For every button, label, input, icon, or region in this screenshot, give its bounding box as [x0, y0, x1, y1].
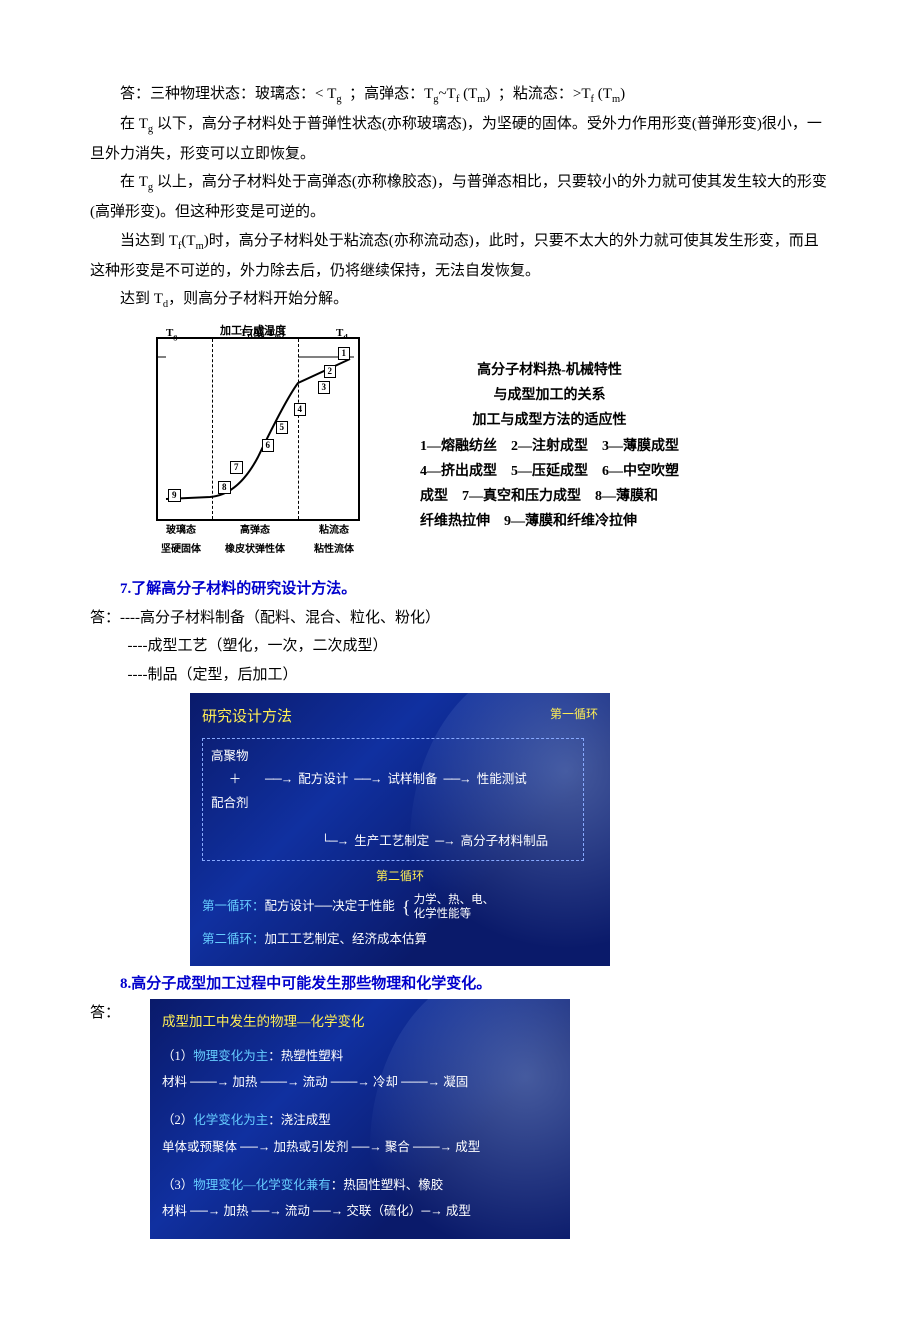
arrow-icon: ──→	[265, 768, 292, 792]
box2-sec1-flow: 材料 ───→ 加热 ───→ 流动 ───→ 冷却 ───→ 凝固	[162, 1071, 558, 1095]
box1-summary-2: 第二循环：加工工艺制定、经济成本估算	[202, 928, 598, 952]
box1-title: 研究设计方法	[202, 703, 292, 732]
box2-sec3-flow: 材料 ──→ 加热 ──→ 流动 ──→ 交联（硫化）─→ 成型	[162, 1200, 558, 1224]
bottom-glass: 玻璃态	[150, 521, 212, 540]
answer-7-line3: ----制品（定型，后加工）	[128, 661, 831, 690]
bottom-solid: 坚硬固体	[150, 540, 212, 559]
box1-col1a: 高聚物	[211, 745, 259, 769]
answer-8-label: 答：	[90, 999, 150, 1028]
arrow-icon: └─→	[321, 830, 348, 854]
box1-summary-1: 第一循环：配方设计──决定于性能 { 力学、热、电、 化学性能等	[202, 890, 598, 924]
arrow-icon: ─→	[435, 830, 454, 854]
box1-product: 高分子材料制品	[461, 830, 549, 854]
para-at-tf: 当达到 Tf(Tm)时，高分子材料处于粘流态(亦称流动态)，此时，只要不太大的外…	[90, 227, 830, 285]
box1-loop2-label: 第二循环	[202, 865, 598, 888]
legend-title-1: 高分子材料热-机械特性	[420, 358, 679, 383]
arrow-icon: ──→	[354, 768, 381, 792]
legend-title-2: 与成型加工的关系	[420, 383, 679, 408]
mark-1: 1	[338, 347, 351, 360]
box1-flow-frame: 高聚物 ＋ 配合剂 ──→ 配方设计 ──→ 试样制备 ──→ 性能测试 └─→…	[202, 738, 584, 861]
mark-6: 6	[262, 439, 275, 452]
mark-5: 5	[276, 421, 289, 434]
box2-sec2-head: （2）化学变化为主：浇注成型	[162, 1109, 558, 1133]
legend-line-4: 纤维热拉伸 9—薄膜和纤维冷拉伸	[420, 509, 679, 534]
heading-8: 8.高分子成型加工过程中可能发生那些物理和化学变化。	[90, 970, 830, 999]
mark-7: 7	[230, 461, 243, 474]
mark-3: 3	[318, 381, 331, 394]
box1-loop1-label: 第一循环	[550, 703, 598, 736]
arrow-icon: ──→	[443, 768, 470, 792]
diagram-legend: 高分子材料热-机械特性 与成型加工的关系 加工与成型方法的适应性 1—熔融纺丝 …	[420, 358, 679, 534]
heading-7: 7.了解高分子材料的研究设计方法。	[90, 575, 830, 604]
box1-col1c: 配合剂	[211, 792, 259, 816]
para-below-tg: 在 Tg 以下，高分子材料处于普弹性状态(亦称玻璃态)，为坚硬的固体。受外力作用…	[90, 110, 830, 168]
state-diagram-row: 加工与成温度 Tg Tf(或 Tm) Td 1 2 3 4 5 6 7 8 9 …	[150, 321, 830, 571]
legend-line-1: 1—熔融纺丝 2—注射成型 3—薄膜成型	[420, 434, 679, 459]
box1-process: 生产工艺制定	[354, 830, 429, 854]
mark-4: 4	[294, 403, 307, 416]
phys-chem-figure: 成型加工中发生的物理—化学变化 （1）物理变化为主：热塑性塑料 材料 ───→ …	[150, 999, 570, 1239]
answer-7-line2: ----成型工艺（塑化，一次，二次成型）	[128, 632, 831, 661]
answer-7-line1: 答：----高分子材料制备（配料、混合、粒化、粉化）	[90, 604, 830, 633]
box1-sample: 试样制备	[387, 768, 437, 792]
answer-states: 答：三种物理状态：玻璃态：< Tg ；高弹态：Tg~Tf (Tm) ；粘流态：>…	[90, 80, 830, 110]
legend-line-3: 成型 7—真空和压力成型 8—薄膜和	[420, 484, 679, 509]
bottom-fluid: 粘性流体	[298, 540, 370, 559]
mark-8: 8	[218, 481, 231, 494]
para-at-td: 达到 Td，则高分子材料开始分解。	[90, 285, 830, 315]
research-method-figure: 研究设计方法 第一循环 高聚物 ＋ 配合剂 ──→ 配方设计 ──→ 试样制备 …	[190, 693, 610, 966]
state-diagram: 加工与成温度 Tg Tf(或 Tm) Td 1 2 3 4 5 6 7 8 9 …	[150, 321, 370, 571]
box2-sec2-flow: 单体或预聚体 ──→ 加热或引发剂 ──→ 聚合 ───→ 成型	[162, 1136, 558, 1160]
box2-title: 成型加工中发生的物理—化学变化	[162, 1009, 558, 1035]
box1-recipe: 配方设计	[298, 768, 348, 792]
box2-sec3-head: （3）物理变化—化学变化兼有：热固性塑料、橡胶	[162, 1174, 558, 1198]
legend-line-2: 4—挤出成型 5—压延成型 6—中空吹塑	[420, 459, 679, 484]
box2-sec1-head: （1）物理变化为主：热塑性塑料	[162, 1045, 558, 1069]
bottom-elastic: 高弹态	[212, 521, 298, 540]
box1-col1b: ＋	[211, 768, 259, 792]
box1-test: 性能测试	[477, 768, 527, 792]
bottom-viscous: 粘流态	[298, 521, 370, 540]
legend-title-3: 加工与成型方法的适应性	[420, 408, 679, 433]
bottom-rubber: 橡皮状弹性体	[212, 540, 298, 559]
para-above-tg: 在 Tg 以上，高分子材料处于高弹态(亦称橡胶态)，与普弹态相比，只要较小的外力…	[90, 168, 830, 226]
mark-2: 2	[324, 365, 337, 378]
mark-9: 9	[168, 489, 181, 502]
